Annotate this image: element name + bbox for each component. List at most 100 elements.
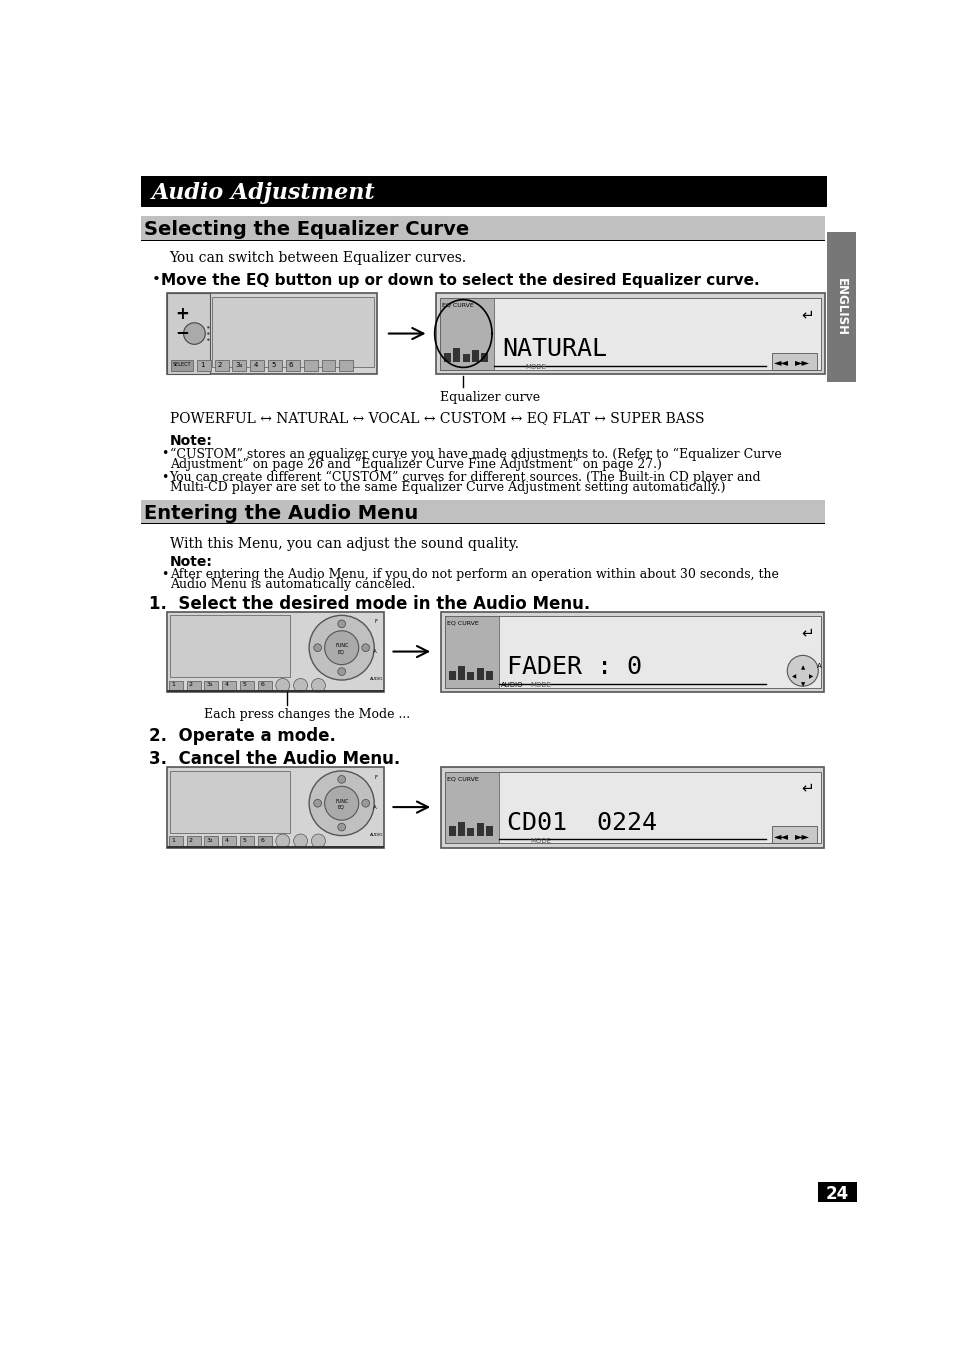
Bar: [167, 294, 210, 374]
Bar: [214, 360, 229, 371]
Text: 3₄: 3₄: [235, 362, 242, 369]
Text: Adjustment” on page 26 and “Equalizer Curve Fine Adjustment” on page 27.): Adjustment” on page 26 and “Equalizer Cu…: [170, 458, 660, 470]
Bar: [436, 294, 823, 374]
Circle shape: [309, 615, 374, 680]
Text: 2: 2: [189, 683, 193, 687]
Bar: [485, 827, 493, 836]
Bar: [448, 671, 456, 680]
Text: 1.  Select the desired mode in the Audio Menu.: 1. Select the desired mode in the Audio …: [149, 595, 589, 612]
Text: 24: 24: [825, 1186, 848, 1203]
Bar: [141, 523, 823, 524]
Bar: [204, 836, 218, 846]
Text: ◄◄: ◄◄: [773, 831, 788, 841]
Bar: [222, 836, 236, 846]
Bar: [444, 617, 820, 688]
Bar: [771, 352, 816, 370]
Text: 5: 5: [242, 683, 246, 687]
Text: ◄◄: ◄◄: [773, 358, 788, 367]
Circle shape: [311, 679, 325, 692]
Text: Entering the Audio Menu: Entering the Audio Menu: [144, 504, 417, 523]
Bar: [476, 668, 483, 680]
Bar: [169, 836, 183, 846]
Text: ▲: ▲: [800, 665, 804, 671]
Text: A: A: [373, 649, 376, 654]
Bar: [170, 615, 290, 678]
Circle shape: [275, 835, 290, 848]
Bar: [222, 680, 236, 690]
Text: A: A: [373, 805, 376, 810]
Text: 4: 4: [253, 362, 257, 369]
Circle shape: [337, 824, 345, 831]
Text: 6: 6: [289, 362, 294, 369]
Bar: [453, 348, 459, 362]
Circle shape: [361, 644, 369, 652]
Circle shape: [294, 835, 307, 848]
Text: A: A: [816, 663, 821, 669]
Text: FADER : 0: FADER : 0: [506, 656, 641, 679]
Bar: [167, 690, 384, 692]
Text: After entering the Audio Menu, if you do not perform an operation within about 3: After entering the Audio Menu, if you do…: [170, 568, 778, 581]
Bar: [141, 176, 826, 207]
Bar: [439, 298, 494, 370]
Text: CD01  0224: CD01 0224: [506, 810, 656, 835]
Bar: [196, 360, 211, 371]
Text: Selecting the Equalizer Curve: Selecting the Equalizer Curve: [144, 221, 469, 240]
Text: EQ: EQ: [337, 805, 344, 810]
Circle shape: [324, 786, 358, 820]
Text: MODE: MODE: [530, 683, 551, 688]
Bar: [457, 821, 464, 836]
Text: MODE: MODE: [525, 364, 546, 370]
Text: AUDIO: AUDIO: [370, 832, 383, 836]
Text: FUNC: FUNC: [335, 644, 349, 648]
Circle shape: [361, 799, 369, 808]
Text: 1: 1: [171, 683, 174, 687]
Text: 2.  Operate a mode.: 2. Operate a mode.: [149, 728, 335, 745]
Text: 2: 2: [189, 837, 193, 843]
Text: AUDIO: AUDIO: [500, 683, 523, 688]
Text: •: •: [161, 470, 169, 484]
Text: ▼: ▼: [800, 683, 804, 687]
Circle shape: [314, 799, 321, 808]
Text: Equalizer curve: Equalizer curve: [439, 392, 539, 404]
Circle shape: [275, 679, 290, 692]
Bar: [303, 360, 317, 371]
Bar: [771, 827, 816, 843]
Bar: [268, 360, 282, 371]
Text: ↵: ↵: [801, 626, 813, 641]
Text: ►►: ►►: [794, 358, 809, 367]
Text: MODE: MODE: [530, 837, 551, 844]
Circle shape: [314, 644, 321, 652]
Bar: [187, 680, 200, 690]
Text: Note:: Note:: [170, 435, 213, 449]
Text: With this Menu, you can adjust the sound quality.: With this Menu, you can adjust the sound…: [170, 537, 518, 551]
Text: Multi-CD player are set to the same Equalizer Curve Adjustment setting automatic: Multi-CD player are set to the same Equa…: [170, 481, 724, 493]
Circle shape: [324, 631, 358, 665]
Text: 6: 6: [260, 683, 264, 687]
Bar: [240, 836, 253, 846]
Bar: [321, 360, 335, 371]
Bar: [339, 360, 353, 371]
Circle shape: [183, 322, 205, 344]
Bar: [257, 836, 272, 846]
Text: EQ CURVE: EQ CURVE: [442, 302, 474, 308]
Bar: [485, 671, 493, 680]
Text: •: •: [161, 568, 169, 581]
Text: +: +: [174, 305, 189, 322]
Text: EQ CURVE: EQ CURVE: [447, 621, 478, 626]
Text: Note:: Note:: [170, 554, 213, 569]
Text: 2: 2: [217, 362, 222, 369]
Text: 5: 5: [242, 837, 246, 843]
Bar: [440, 767, 823, 848]
Text: POWERFUL ↔ NATURAL ↔ VOCAL ↔ CUSTOM ↔ EQ FLAT ↔ SUPER BASS: POWERFUL ↔ NATURAL ↔ VOCAL ↔ CUSTOM ↔ EQ…: [170, 412, 703, 425]
Text: 1: 1: [171, 837, 174, 843]
Bar: [472, 350, 478, 362]
Text: FUNC: FUNC: [335, 798, 349, 804]
Text: 3₄: 3₄: [207, 683, 213, 687]
Bar: [167, 846, 384, 848]
Bar: [444, 617, 498, 688]
Text: 3₄: 3₄: [207, 837, 213, 843]
Text: ▶: ▶: [808, 673, 813, 679]
Circle shape: [337, 775, 345, 783]
Circle shape: [309, 771, 374, 836]
Bar: [440, 611, 823, 692]
